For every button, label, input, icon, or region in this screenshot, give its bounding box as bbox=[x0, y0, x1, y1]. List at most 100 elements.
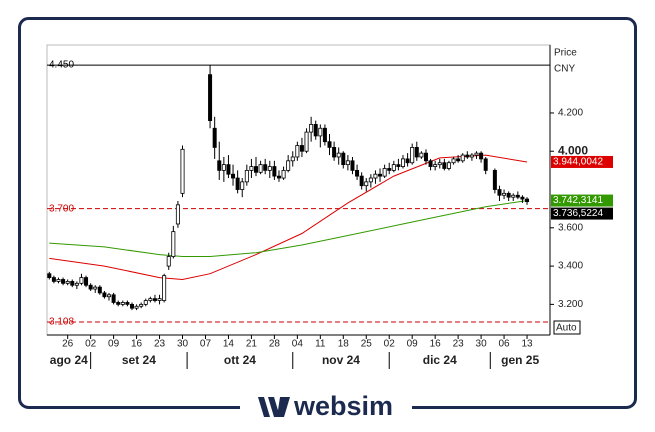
x-tick-label: 30 bbox=[177, 339, 189, 350]
candle-body bbox=[304, 131, 309, 152]
candle-body bbox=[451, 158, 456, 164]
candle-body bbox=[139, 303, 144, 307]
candle-body bbox=[290, 156, 295, 162]
candle-body bbox=[249, 166, 254, 171]
y-tick-label: 3.200 bbox=[558, 299, 583, 310]
candle-body bbox=[502, 192, 507, 196]
candle-body bbox=[433, 164, 438, 167]
y-tick-label: 4.200 bbox=[558, 108, 583, 119]
candle-body bbox=[61, 279, 66, 284]
candle-body bbox=[212, 127, 217, 148]
last-value-label: 3.742,3141 bbox=[553, 195, 603, 206]
candle-body bbox=[152, 298, 157, 301]
month-label: set 24 bbox=[122, 353, 156, 367]
currency: CNY bbox=[554, 64, 575, 75]
candle-body bbox=[382, 168, 387, 177]
candle-body bbox=[350, 160, 355, 171]
candle-body bbox=[263, 164, 268, 171]
candle-body bbox=[456, 158, 461, 162]
candle-body bbox=[423, 152, 428, 162]
month-label: ago 24 bbox=[50, 353, 88, 367]
x-tick-label: 23 bbox=[453, 339, 465, 350]
candle-body bbox=[460, 154, 465, 162]
candle-body bbox=[322, 127, 327, 143]
candle-body bbox=[143, 300, 148, 305]
candle-body bbox=[359, 175, 364, 187]
candle-body bbox=[65, 281, 70, 284]
moving-average-line bbox=[49, 200, 528, 257]
scale-mode: Auto bbox=[556, 323, 577, 334]
x-tick-label: 26 bbox=[62, 339, 74, 350]
candle-body bbox=[180, 148, 185, 194]
x-tick-label: 16 bbox=[131, 339, 143, 350]
x-tick-label: 30 bbox=[476, 339, 488, 350]
moving-average-line bbox=[49, 154, 528, 281]
candle-body bbox=[428, 160, 433, 167]
candle-body bbox=[157, 298, 162, 301]
logo-icon bbox=[258, 397, 290, 417]
candle-body bbox=[414, 147, 419, 158]
candle-body bbox=[515, 194, 520, 198]
candle-body bbox=[442, 162, 447, 169]
x-tick-label: 18 bbox=[338, 339, 350, 350]
candle-body bbox=[387, 168, 392, 171]
candle-body bbox=[286, 160, 291, 171]
candle-body bbox=[226, 164, 231, 175]
candle-body bbox=[111, 294, 116, 303]
scale-mode-box bbox=[553, 320, 581, 335]
candle-body bbox=[84, 277, 89, 286]
x-tick-label: 07 bbox=[200, 339, 212, 350]
candle-body bbox=[364, 181, 369, 187]
candle-body bbox=[51, 277, 56, 282]
candle-body bbox=[355, 169, 360, 177]
month-label: ott 24 bbox=[224, 353, 256, 367]
candle-body bbox=[258, 164, 263, 173]
candle-body bbox=[235, 177, 240, 190]
candle-body bbox=[469, 154, 474, 158]
y-tick-label: 3.600 bbox=[558, 222, 583, 233]
candle-body bbox=[497, 189, 502, 196]
candle-body bbox=[446, 162, 451, 169]
x-tick-label: 14 bbox=[223, 339, 235, 350]
candle-body bbox=[318, 127, 323, 137]
x-tick-label: 28 bbox=[269, 339, 281, 350]
month-label: nov 24 bbox=[322, 353, 360, 367]
last-value-label: 3.944,0042 bbox=[553, 157, 603, 168]
x-tick-label: 09 bbox=[108, 339, 120, 350]
candle-body bbox=[70, 281, 75, 286]
x-tick-label: 16 bbox=[430, 339, 442, 350]
candle-body bbox=[107, 294, 112, 298]
candle-body bbox=[332, 147, 337, 158]
candle-body bbox=[171, 231, 176, 257]
candle-body bbox=[129, 303, 134, 309]
candle-body bbox=[56, 279, 61, 282]
candle-body bbox=[276, 175, 281, 179]
candle-body bbox=[47, 273, 52, 278]
last-value-label: 3.736,5224 bbox=[553, 208, 603, 219]
candle-body bbox=[79, 277, 84, 284]
x-tick-label: 02 bbox=[384, 339, 396, 350]
candle-body bbox=[267, 166, 272, 171]
candle-body bbox=[391, 164, 396, 171]
candle-body bbox=[175, 204, 180, 225]
x-tick-label: 06 bbox=[499, 339, 511, 350]
x-tick-label: 13 bbox=[521, 339, 533, 350]
x-tick-label: 23 bbox=[154, 339, 166, 350]
candle-body bbox=[208, 74, 213, 122]
y-tick-label: 4.000 bbox=[558, 143, 588, 157]
candle-body bbox=[125, 302, 130, 305]
candle-body bbox=[272, 166, 277, 177]
candle-body bbox=[74, 282, 79, 286]
candle-body bbox=[336, 152, 341, 158]
candle-body bbox=[93, 286, 98, 290]
x-tick-label: 11 bbox=[315, 339, 326, 350]
candle-body bbox=[299, 145, 304, 152]
candle-body bbox=[116, 302, 121, 305]
candle-body bbox=[525, 198, 530, 203]
candle-body bbox=[520, 196, 525, 200]
x-tick-label: 09 bbox=[407, 339, 419, 350]
candle-body bbox=[474, 152, 479, 156]
candle-body bbox=[309, 124, 314, 133]
candle-body bbox=[231, 173, 236, 179]
candle-body bbox=[221, 164, 226, 171]
